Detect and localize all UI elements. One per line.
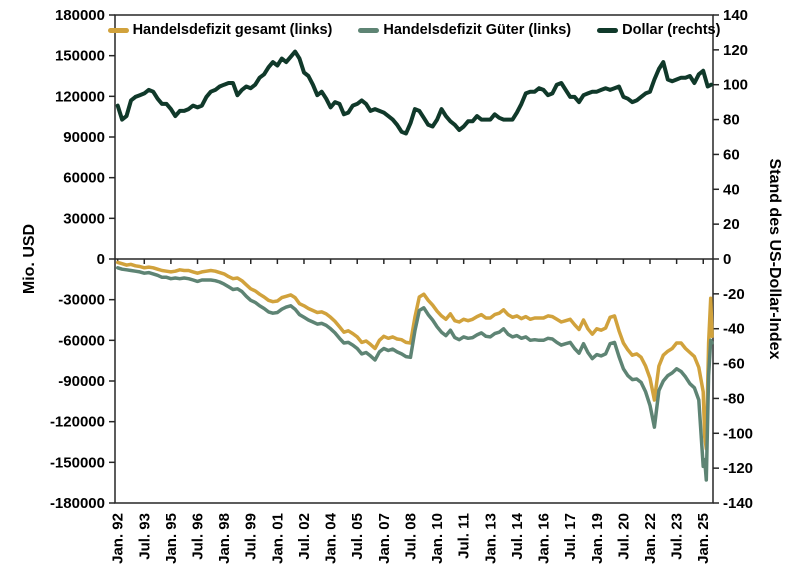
x-tick-label: Jan. 19 — [589, 513, 606, 564]
x-tick-label: Jul. 20 — [615, 513, 632, 560]
y-tick-label-left: 30000 — [63, 210, 105, 227]
y-tick-label-left: 90000 — [63, 129, 105, 146]
legend-swatch-gueter — [358, 27, 380, 33]
x-tick-label: Jan. 98 — [216, 513, 233, 564]
legend-label-gueter: Handelsdefizit Güter (links) — [383, 22, 572, 38]
y-tick-label-left: 120000 — [55, 88, 105, 105]
legend: Handelsdefizit gesamt (links) Handelsdef… — [107, 17, 720, 43]
x-tick-label: Jan. 01 — [269, 513, 286, 564]
y-axis-title-right: Stand des US-Dollar-Index — [766, 158, 783, 360]
x-tick-label: Jan. 04 — [323, 512, 340, 564]
y-tick-label-left: -30000 — [58, 292, 105, 309]
x-tick-label: Jan. 95 — [163, 513, 180, 564]
legend-item-dollar: Dollar (rechts) — [597, 22, 720, 38]
y-tick-label-left: -90000 — [58, 373, 105, 390]
y-axis-title-left: Mio. USD — [21, 223, 38, 295]
legend-swatch-gesamt — [107, 27, 129, 33]
y-tick-label-right: -60 — [723, 356, 745, 373]
y-tick-label-right: 80 — [723, 112, 740, 129]
x-tick-label: Jul. 93 — [136, 513, 153, 560]
y-tick-label-left: 0 — [97, 251, 105, 268]
x-tick-label: Jul. 05 — [349, 513, 366, 560]
y-tick-label-left: 150000 — [55, 48, 105, 65]
x-tick-label: Jan. 92 — [110, 513, 127, 564]
x-tick-label: Jan. 25 — [695, 513, 712, 564]
series-line-gueter — [115, 266, 714, 482]
x-tick-label: Jul. 17 — [562, 513, 579, 560]
y-tick-label-left: 180000 — [55, 7, 105, 24]
series-layer — [115, 49, 714, 482]
legend-swatch-dollar — [597, 27, 619, 33]
x-tick-label: Jul. 14 — [509, 512, 526, 559]
y-tick-label-right: -80 — [723, 390, 745, 407]
y-tick-label-right: 40 — [723, 181, 740, 198]
y-tick-label-right: -120 — [723, 460, 753, 477]
y-tick-label-right: 140 — [723, 7, 748, 24]
y-tick-label-left: -60000 — [58, 332, 105, 349]
legend-label-gesamt: Handelsdefizit gesamt (links) — [132, 22, 333, 38]
legend-label-dollar: Dollar (rechts) — [622, 22, 721, 38]
x-tick-label: Jul. 08 — [402, 513, 419, 560]
y-tick-label-right: 120 — [723, 42, 748, 59]
legend-item-gesamt: Handelsdefizit gesamt (links) — [107, 22, 333, 38]
y-tick-label-left: -120000 — [50, 414, 105, 431]
x-tick-label: Jul. 02 — [296, 513, 313, 560]
legend-item-gueter: Handelsdefizit Güter (links) — [358, 22, 571, 38]
x-tick-label: Jan. 10 — [429, 513, 446, 564]
y-tick-label-right: 100 — [723, 77, 748, 94]
y-tick-label-right: 0 — [723, 251, 731, 268]
x-tick-label: Jan. 07 — [376, 513, 393, 564]
x-tick-label: Jul. 99 — [243, 513, 260, 560]
y-tick-label-right: 60 — [723, 146, 740, 163]
y-tick-label-right: 20 — [723, 216, 740, 233]
y-tick-label-left: -180000 — [50, 495, 105, 512]
x-tick-label: Jan. 13 — [482, 513, 499, 564]
y-tick-label-left: -150000 — [50, 454, 105, 471]
y-tick-label-left: 60000 — [63, 170, 105, 187]
y-tick-label-right: -140 — [723, 495, 753, 512]
series-line-dollar — [115, 49, 714, 136]
x-tick-label: Jul. 11 — [456, 513, 473, 559]
x-tick-label: Jan. 22 — [642, 513, 659, 564]
y-tick-label-right: -20 — [723, 286, 745, 303]
x-tick-label: Jul. 96 — [190, 513, 207, 560]
x-tick-label: Jul. 23 — [669, 513, 686, 560]
series-line-gesamt — [115, 260, 714, 451]
y-tick-label-right: -40 — [723, 321, 745, 338]
x-tick-label: Jan. 16 — [536, 513, 553, 564]
y-tick-label-right: -100 — [723, 425, 753, 442]
